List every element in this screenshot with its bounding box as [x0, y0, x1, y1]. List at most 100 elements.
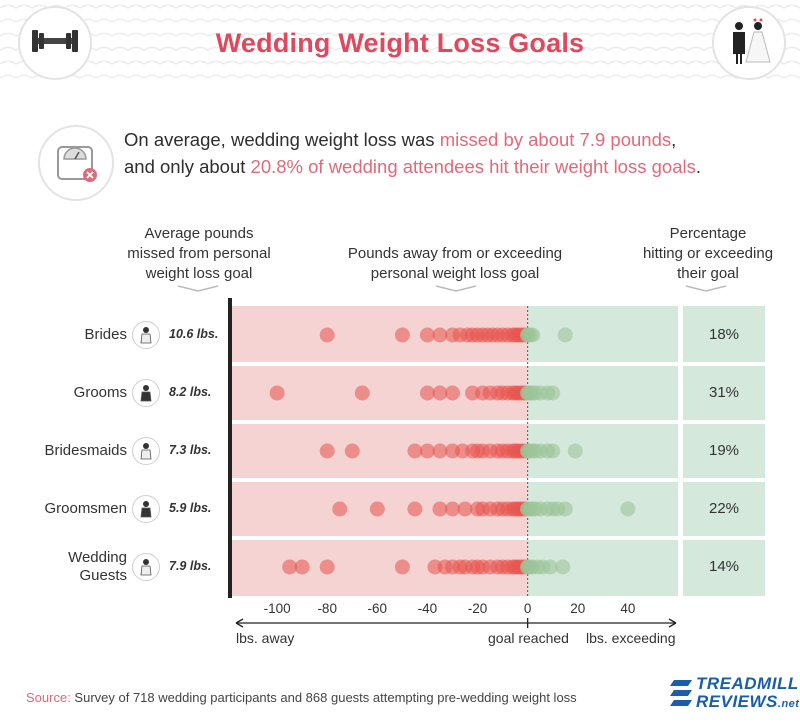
data-point: [567, 443, 583, 459]
data-point: [495, 559, 511, 575]
data-point: [517, 385, 533, 401]
data-point: [490, 327, 506, 343]
data-point: [507, 501, 523, 517]
data-point: [510, 327, 526, 343]
data-point: [470, 443, 486, 459]
data-point: [437, 559, 453, 575]
data-point: [495, 385, 511, 401]
data-point: [490, 501, 506, 517]
data-point: [545, 385, 561, 401]
groomsman-icon: [132, 495, 160, 523]
arrow-right-head: [668, 618, 677, 628]
data-point: [507, 559, 523, 575]
page-title: Wedding Weight Loss Goals: [215, 28, 585, 58]
data-point: [507, 327, 523, 343]
data-point: [522, 443, 538, 459]
data-point: [557, 327, 573, 343]
axis-note-right: lbs. exceeding: [586, 630, 676, 646]
data-point: [344, 443, 360, 459]
series-brides: [319, 327, 573, 343]
data-point: [505, 501, 521, 517]
logo-line-2: REVIEWS.net: [696, 692, 799, 712]
row-average-missed: 10.6 lbs.: [169, 327, 219, 341]
data-point: [532, 501, 548, 517]
data-point: [527, 501, 543, 517]
data-point: [495, 327, 511, 343]
bride-icon: [132, 321, 160, 349]
data-point: [522, 385, 538, 401]
middle-column-heading: Pounds away from or exceeding personal w…: [300, 244, 610, 284]
header-wave-pattern: [0, 4, 800, 79]
dumbbell-icon: [18, 6, 92, 80]
row-average-missed: 5.9 lbs.: [169, 501, 212, 515]
data-point: [515, 385, 531, 401]
data-point: [510, 443, 526, 459]
data-point: [520, 501, 536, 517]
row-percentage: 31%: [708, 384, 740, 401]
data-point: [282, 559, 298, 575]
data-point: [432, 327, 448, 343]
row-divider: [232, 362, 765, 366]
header: Wedding Weight Loss Goals: [0, 0, 800, 92]
data-point: [520, 443, 536, 459]
data-point: [319, 443, 335, 459]
right-heading-line-3: their goal: [677, 265, 739, 282]
data-point: [444, 501, 460, 517]
row-label: Wedding Guests: [68, 549, 127, 585]
data-point: [475, 501, 491, 517]
groom-icon: [132, 379, 160, 407]
data-point: [522, 501, 538, 517]
data-point: [319, 327, 335, 343]
data-point: [495, 501, 511, 517]
row-label: Bridesmaids: [44, 442, 127, 460]
data-point: [432, 501, 448, 517]
row-divider: [232, 478, 765, 482]
data-point: [520, 443, 536, 459]
summary-text: On average, wedding weight loss was miss…: [124, 126, 784, 180]
data-point: [457, 559, 473, 575]
data-point: [522, 327, 538, 343]
source-text: Survey of 718 wedding participants and 8…: [70, 690, 577, 705]
data-point: [500, 559, 516, 575]
data-point: [332, 501, 348, 517]
data-point: [354, 385, 370, 401]
data-point: [482, 559, 498, 575]
row-average-missed: 8.2 lbs.: [169, 385, 212, 399]
x-tick-label: 20: [570, 601, 586, 616]
summary-line-1-post: ,: [671, 129, 677, 150]
data-point: [452, 559, 468, 575]
data-point: [500, 443, 516, 459]
data-point: [475, 385, 491, 401]
left-heading-line-3: weight loss goal: [145, 265, 253, 282]
row-percentage: 18%: [708, 326, 740, 343]
data-point: [480, 327, 496, 343]
data-point: [485, 327, 501, 343]
x-tick-label: -20: [467, 601, 488, 616]
row-label-line-1: Groomsmen: [44, 500, 127, 517]
data-point: [444, 443, 460, 459]
data-point: [517, 559, 533, 575]
x-tick-label: -100: [263, 601, 291, 616]
data-point: [444, 327, 460, 343]
data-point: [525, 443, 541, 459]
left-column-heading: Average pounds missed from personal weig…: [104, 224, 294, 284]
arrow-left-head: [235, 618, 244, 628]
data-point: [535, 559, 551, 575]
data-point: [432, 385, 448, 401]
summary-line-2: and only about 20.8% of wedding attendee…: [124, 153, 784, 180]
data-point: [490, 443, 506, 459]
data-point: [505, 559, 521, 575]
data-point: [545, 443, 561, 459]
data-point: [520, 327, 536, 343]
data-point: [470, 559, 486, 575]
summary-line-1: On average, wedding weight loss was miss…: [124, 126, 784, 153]
data-point: [527, 385, 543, 401]
right-column-heading: Percentage hitting or exceeding their go…: [628, 224, 788, 284]
data-point: [419, 443, 435, 459]
data-point: [525, 501, 541, 517]
data-point: [517, 443, 533, 459]
summary-line-2-pre: and only about: [124, 156, 251, 177]
data-point: [515, 327, 531, 343]
data-point: [475, 327, 491, 343]
